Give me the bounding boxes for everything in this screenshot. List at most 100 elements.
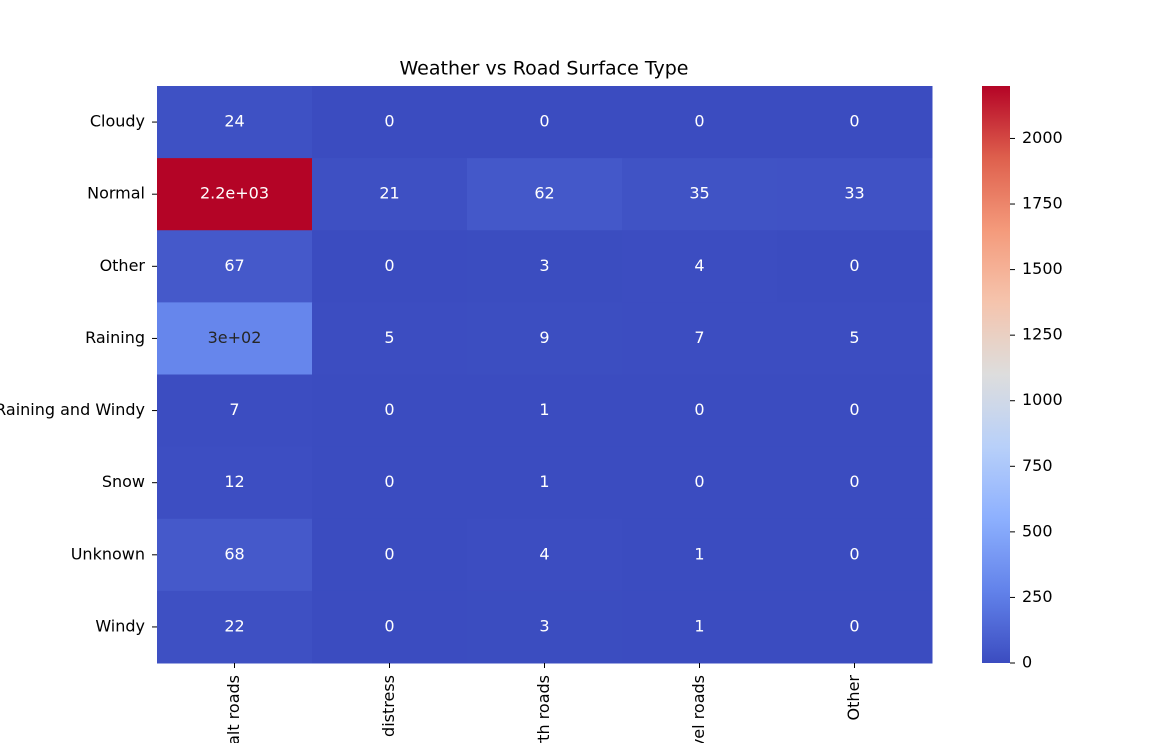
cell-label: 0 — [849, 256, 859, 275]
cell-label: 62 — [534, 184, 554, 203]
heatmap-cell — [622, 518, 778, 592]
heatmap-cell — [157, 86, 313, 159]
cell-label: 12 — [224, 472, 244, 491]
cell-label: 24 — [224, 112, 244, 131]
colorbar-tick-label: 1250 — [1022, 325, 1063, 344]
cell-label: 0 — [849, 544, 859, 563]
heatmap-cell — [467, 446, 623, 520]
cell-label: 68 — [224, 544, 244, 563]
cell-label: 21 — [379, 184, 399, 203]
cell-label: 1 — [694, 616, 704, 635]
heatmap-cell — [622, 590, 778, 664]
cell-label: 9 — [539, 328, 549, 347]
cell-label: 0 — [539, 112, 549, 131]
heatmap-cell — [622, 302, 778, 375]
heatmap-cell — [312, 446, 468, 520]
cell-label: 4 — [539, 544, 549, 563]
y-tick-label: Normal — [87, 184, 145, 203]
cell-label: 5 — [849, 328, 859, 347]
cell-label: 3 — [539, 616, 549, 635]
heatmap-cell — [622, 374, 778, 448]
heatmap-cell — [467, 518, 623, 592]
cell-label: 33 — [844, 184, 864, 203]
heatmap-cell — [157, 230, 313, 303]
y-tick-label: Raining and Windy — [0, 400, 145, 419]
y-tick-label: Snow — [102, 472, 145, 491]
colorbar-tick-label: 1000 — [1022, 390, 1063, 409]
heatmap-cell — [312, 158, 468, 231]
heatmap-cell — [777, 518, 933, 592]
cell-label: 2.2e+03 — [200, 184, 269, 203]
heatmap-cell — [777, 230, 933, 303]
cell-label: 1 — [694, 544, 704, 563]
heatmap-cell — [777, 86, 933, 159]
heatmap-cell — [777, 158, 933, 231]
heatmap-cell — [157, 374, 313, 448]
heatmap-cell — [312, 302, 468, 375]
heatmap-cell — [622, 446, 778, 520]
cell-label: 0 — [384, 616, 394, 635]
colorbar — [982, 86, 1010, 663]
cell-label: 3 — [539, 256, 549, 275]
colorbar-tick-label: 2000 — [1022, 128, 1063, 147]
heatmap-cell — [467, 374, 623, 448]
cell-label: 0 — [849, 400, 859, 419]
heatmap-cell — [157, 302, 313, 375]
cell-label: 3e+02 — [208, 328, 262, 347]
heatmap-cell — [467, 158, 623, 231]
x-tick-label: Road in distress — [379, 675, 398, 743]
cell-label: 0 — [694, 112, 704, 131]
chart-title: Weather vs Road Surface Type — [400, 58, 689, 80]
colorbar-tick-label: 0 — [1022, 653, 1032, 672]
cell-label: 1 — [539, 400, 549, 419]
heatmap-cell — [467, 86, 623, 159]
y-tick-label: Raining — [85, 328, 145, 347]
heatmap-cell — [777, 590, 933, 664]
cell-label: 35 — [689, 184, 709, 203]
cell-label: 0 — [384, 112, 394, 131]
heatmap-cell — [157, 158, 313, 231]
cell-label: 0 — [849, 472, 859, 491]
x-tick-label: Asphalt roads — [224, 675, 243, 743]
heatmap-cell — [312, 86, 468, 159]
cell-label: 67 — [224, 256, 244, 275]
colorbar-tick-label: 750 — [1022, 456, 1053, 475]
cell-label: 0 — [849, 112, 859, 131]
cell-label: 0 — [384, 400, 394, 419]
heatmap-cell — [622, 86, 778, 159]
cell-label: 7 — [694, 328, 704, 347]
cell-label: 4 — [694, 256, 704, 275]
heatmap-cell — [312, 590, 468, 664]
heatmap-cell — [622, 230, 778, 303]
y-tick-label: Cloudy — [90, 112, 145, 131]
x-tick-label: Gravel roads — [689, 675, 708, 743]
heatmap-cell — [777, 302, 933, 375]
cell-label: 0 — [694, 400, 704, 419]
heatmap-cell — [467, 590, 623, 664]
heatmap-cell — [157, 518, 313, 592]
cell-label: 0 — [384, 472, 394, 491]
heatmap-cell — [312, 230, 468, 303]
x-tick-label: Earth roads — [534, 675, 553, 743]
heatmap-cell — [777, 446, 933, 520]
cell-label: 0 — [384, 256, 394, 275]
cell-label: 0 — [384, 544, 394, 563]
cell-label: 7 — [229, 400, 239, 419]
y-tick-label: Other — [100, 256, 146, 275]
colorbar-tick-label: 1750 — [1022, 194, 1063, 213]
colorbar-tick-label: 500 — [1022, 521, 1053, 540]
heatmap-cell — [467, 302, 623, 375]
heatmap-cell — [622, 158, 778, 231]
cell-label: 5 — [384, 328, 394, 347]
y-tick-label: Windy — [95, 616, 145, 635]
heatmap-cell — [777, 374, 933, 448]
heatmap-cell — [157, 446, 313, 520]
heatmap-cell — [312, 374, 468, 448]
colorbar-tick-label: 250 — [1022, 587, 1053, 606]
cell-label: 22 — [224, 616, 244, 635]
cell-label: 1 — [539, 472, 549, 491]
heatmap-cell — [157, 590, 313, 664]
x-tick-label: Other — [844, 675, 863, 721]
